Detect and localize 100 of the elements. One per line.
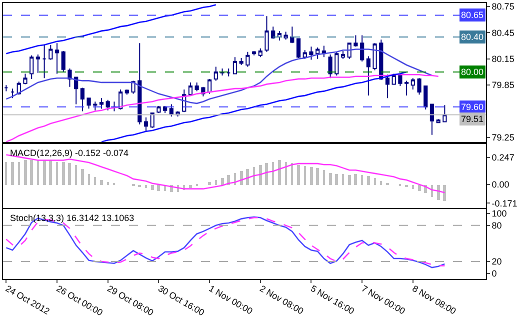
bar [265, 162, 268, 185]
y-tick-label: 80.15 [492, 54, 514, 64]
bar [49, 160, 52, 185]
bar [208, 182, 211, 185]
ref-line-label: 80.40 [461, 32, 484, 42]
ref-line-label: 80.65 [461, 10, 484, 20]
candlestick [226, 68, 231, 77]
y-tick-label: 79.25 [492, 132, 514, 143]
bar [157, 184, 160, 191]
bar [367, 176, 370, 185]
candlestick [264, 16, 269, 52]
candlestick [150, 112, 154, 128]
bar [304, 166, 306, 185]
candlestick [124, 88, 129, 96]
bar [107, 182, 109, 185]
candlestick [360, 34, 364, 62]
candlestick [424, 85, 428, 110]
bar [285, 162, 287, 185]
bar [380, 180, 382, 185]
bar [37, 160, 39, 185]
y-tick-label: 79.85 [492, 80, 514, 90]
y-tick-label: 80 [492, 220, 502, 231]
bar [43, 160, 46, 185]
bar [316, 168, 319, 185]
bar [94, 176, 96, 185]
ref-line-label: 80.00 [461, 67, 484, 77]
bar [100, 180, 103, 185]
bar [361, 174, 363, 185]
bar [374, 178, 376, 185]
candlestick [68, 68, 72, 88]
bar [418, 184, 421, 191]
candlestick [410, 78, 415, 90]
candlestick [144, 116, 148, 132]
bar [189, 184, 192, 188]
candlestick [36, 54, 40, 74]
candlestick [296, 38, 301, 59]
candlestick [417, 78, 422, 96]
bar [259, 164, 262, 185]
bar [30, 160, 33, 185]
y-tick-label: -0.171 [492, 198, 518, 208]
candlestick [156, 106, 161, 114]
chart-title: Stoch(13,3,3) 16.3142 13.1063 [10, 213, 134, 223]
bar [278, 160, 281, 185]
candlestick [214, 66, 218, 82]
candlestick [80, 87, 84, 112]
y-tick-label: 20 [492, 256, 502, 267]
bar [253, 166, 255, 185]
bar [88, 174, 90, 185]
candlestick [169, 104, 174, 118]
candlestick [404, 80, 409, 96]
y-tick-label: 0.00 [492, 180, 510, 190]
y-tick-label: 80.45 [492, 28, 514, 38]
bar [240, 170, 243, 185]
x-tick-label: 30 Oct 16:00 [156, 283, 206, 318]
bar [323, 170, 325, 185]
candlestick [131, 80, 136, 94]
candlestick [334, 51, 339, 76]
bar [151, 184, 154, 190]
x-tick-label: 5 Nov 16:00 [308, 283, 356, 316]
candlestick [10, 88, 15, 99]
line-series [6, 48, 433, 104]
bar [56, 162, 58, 185]
candlestick [99, 98, 104, 110]
bar [11, 162, 14, 185]
candlestick [118, 88, 123, 110]
y-tick-label: 100 [492, 208, 507, 219]
line-series [6, 74, 439, 142]
candlestick [54, 42, 60, 74]
bar [297, 164, 300, 185]
candlestick [354, 34, 358, 48]
candlestick [328, 54, 332, 79]
bar [329, 172, 332, 185]
bar [354, 174, 357, 185]
bar [5, 162, 7, 185]
bar [412, 184, 414, 189]
candlestick [385, 74, 390, 99]
bar [18, 162, 20, 185]
candlestick [309, 46, 314, 60]
bar [81, 168, 84, 185]
candlestick [430, 104, 434, 136]
candlestick [61, 50, 66, 72]
candlestick [436, 118, 440, 124]
y-tick-label: 0.247 [492, 152, 514, 162]
line-series [100, 71, 408, 142]
candlestick [372, 42, 377, 71]
bar [348, 174, 351, 185]
candlestick [239, 58, 244, 66]
candlestick [106, 99, 110, 111]
line-series [6, 4, 217, 54]
bar [221, 178, 224, 185]
bar [246, 168, 249, 185]
candlestick [23, 73, 28, 85]
bar [335, 174, 338, 185]
candlestick [93, 101, 98, 111]
bar [272, 162, 274, 185]
candlestick [442, 104, 447, 122]
candlestick [284, 31, 288, 40]
candlestick [316, 47, 320, 60]
y-tick-label: 80.75 [492, 2, 514, 12]
bar [145, 184, 147, 188]
